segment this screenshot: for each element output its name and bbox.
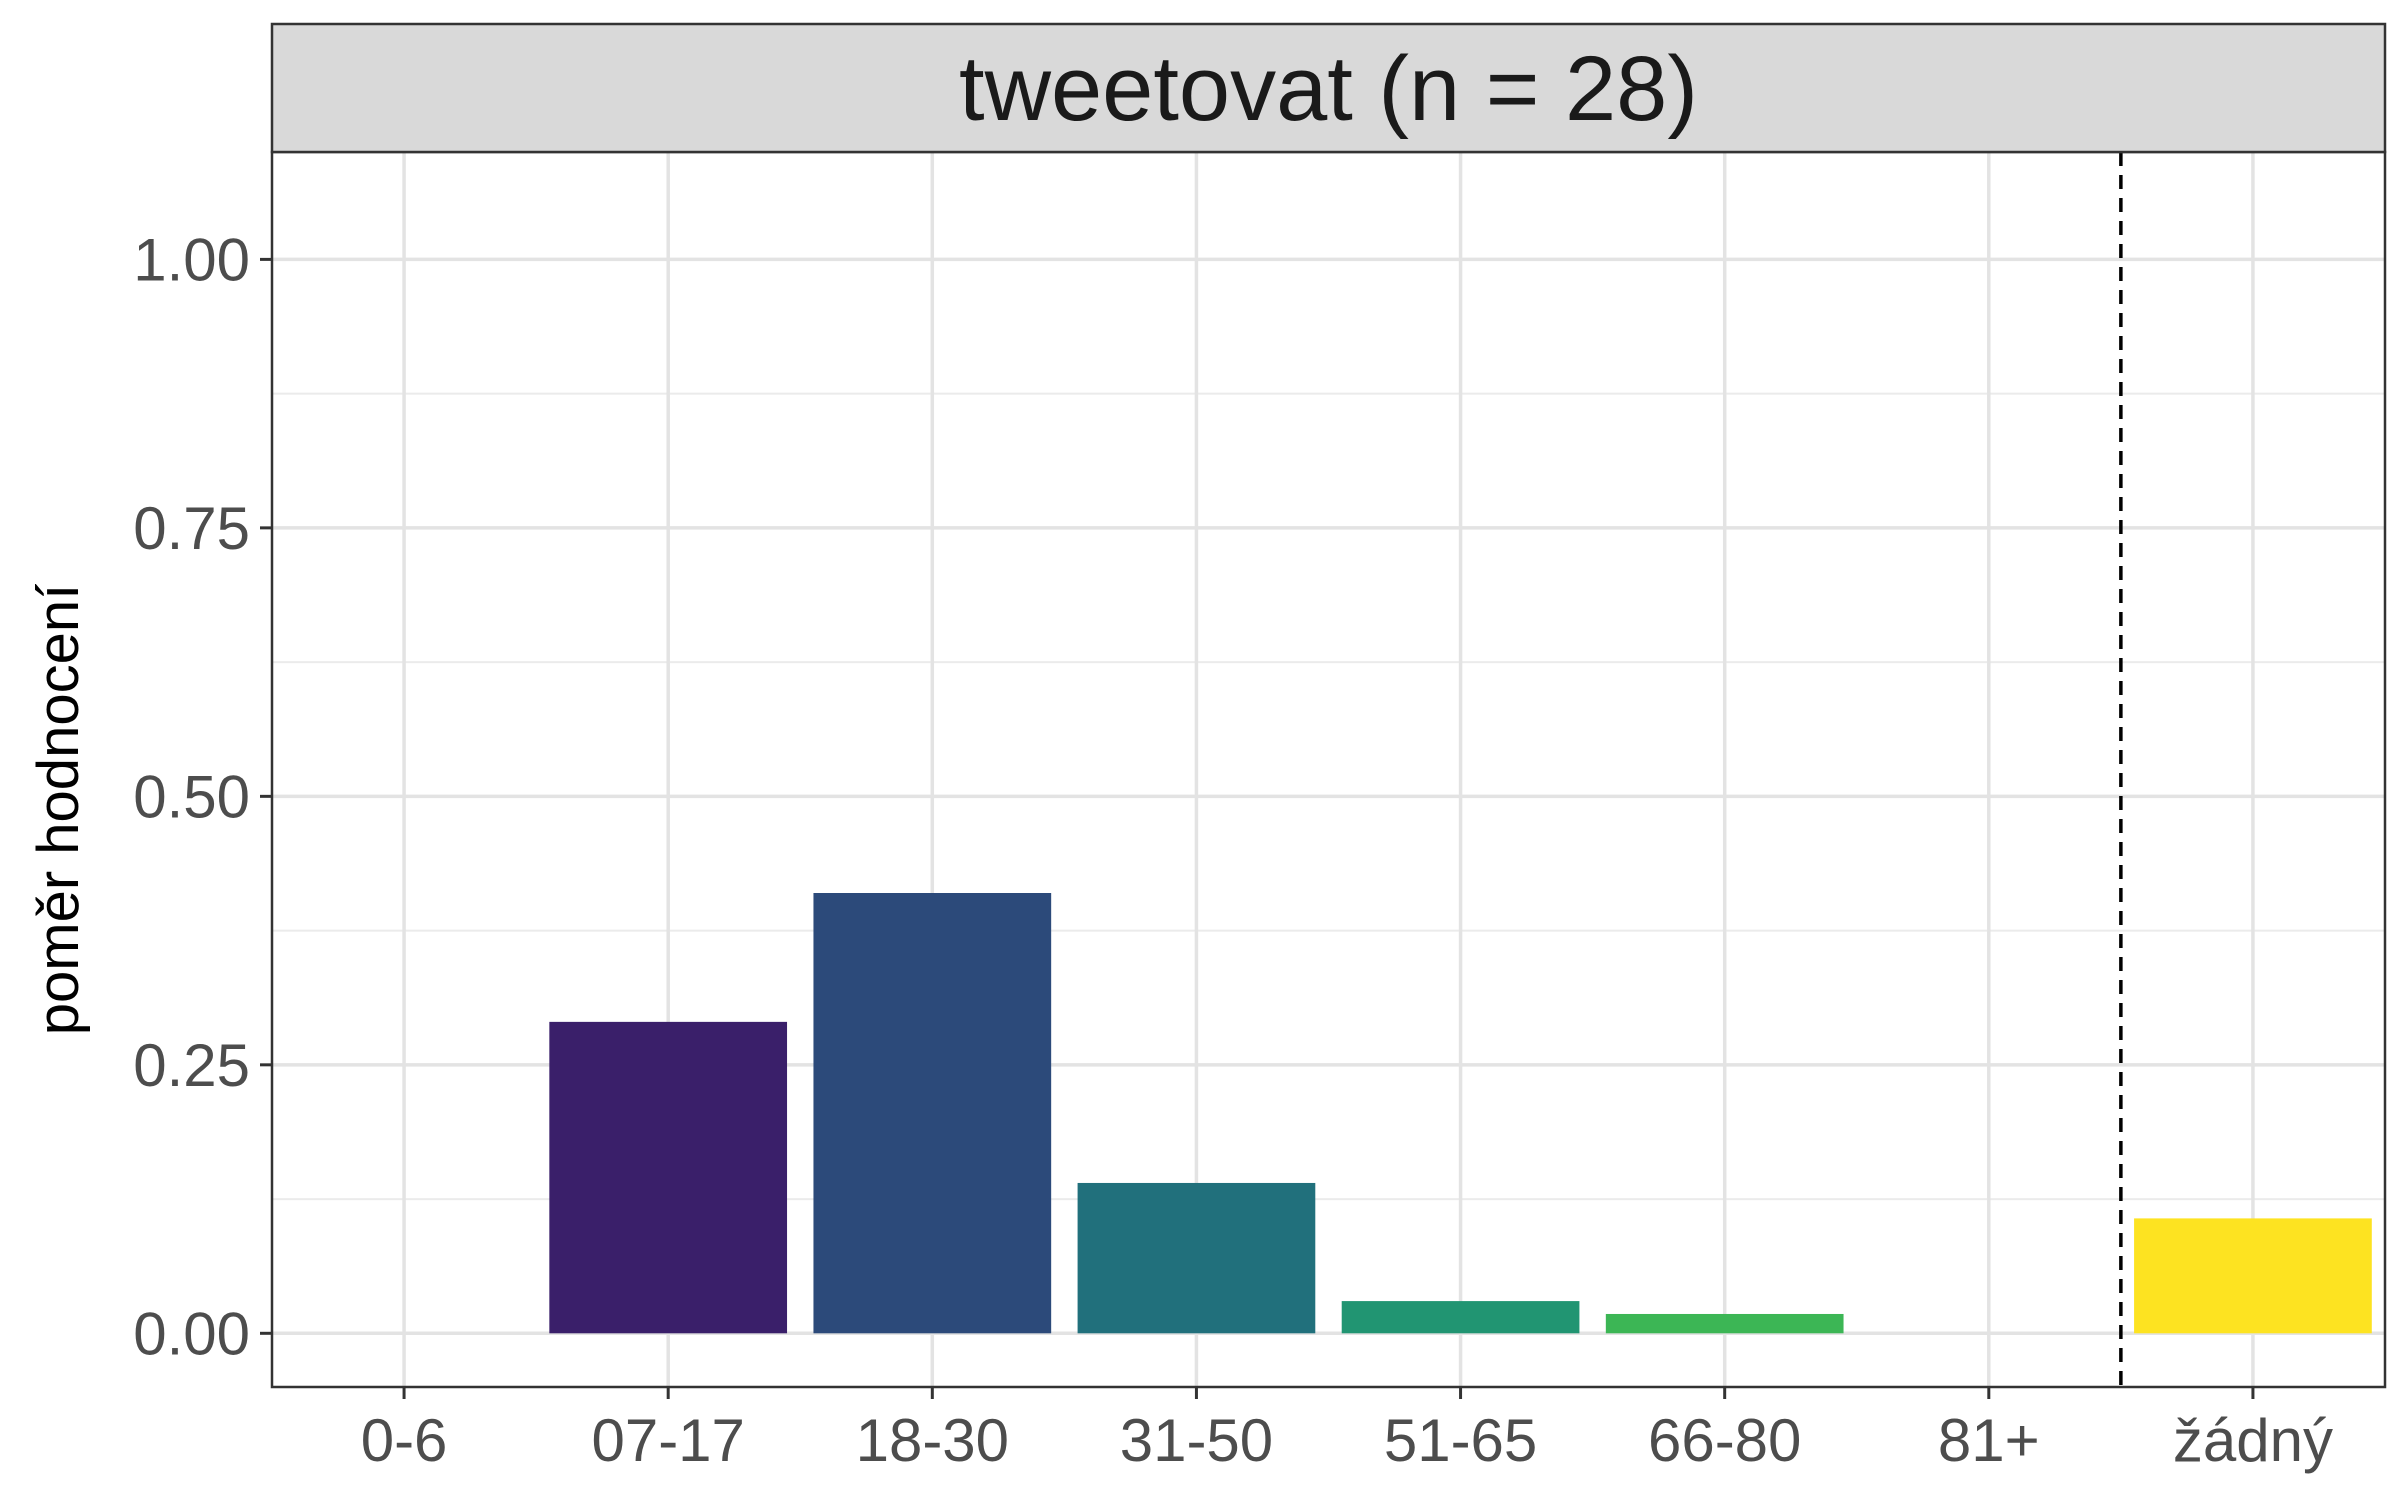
x-tick-label: 81+ [1938, 1407, 2040, 1474]
x-axis: 0-6 07-17 18-30 31-50 51-65 66-80 81+ žádný [361, 1387, 2333, 1474]
y-tick-label: 0.25 [133, 1032, 250, 1099]
x-tick-label: 0-6 [361, 1407, 448, 1474]
x-tick-label: 66-80 [1648, 1407, 1801, 1474]
x-tick-label: 18-30 [856, 1407, 1009, 1474]
x-tick-label: 51-65 [1384, 1407, 1537, 1474]
x-tick-label: žádný [2173, 1407, 2333, 1474]
facet-strip [270, 22, 2387, 154]
x-tick-label: 31-50 [1120, 1407, 1273, 1474]
y-axis: 0.00 0.25 0.50 0.75 1.00 [133, 226, 272, 1367]
y-tick-label: 0.00 [133, 1300, 250, 1367]
x-tick-label: 07-17 [591, 1407, 744, 1474]
bar-51-65 [1341, 1301, 1580, 1334]
bar-07-17 [549, 1021, 788, 1334]
y-axis-title: poměr hodnocení [26, 584, 91, 1035]
bar-66-80 [1605, 1313, 1844, 1334]
bar-18-30 [813, 893, 1052, 1334]
y-tick-label: 0.75 [133, 495, 250, 562]
bars [549, 893, 2372, 1334]
y-tick-label: 0.50 [133, 763, 250, 830]
facet-title: tweetovat (n = 28) [959, 38, 1698, 140]
bar-žádný [2134, 1218, 2372, 1334]
y-tick-label: 1.00 [133, 226, 250, 293]
bar-31-50 [1077, 1182, 1316, 1334]
